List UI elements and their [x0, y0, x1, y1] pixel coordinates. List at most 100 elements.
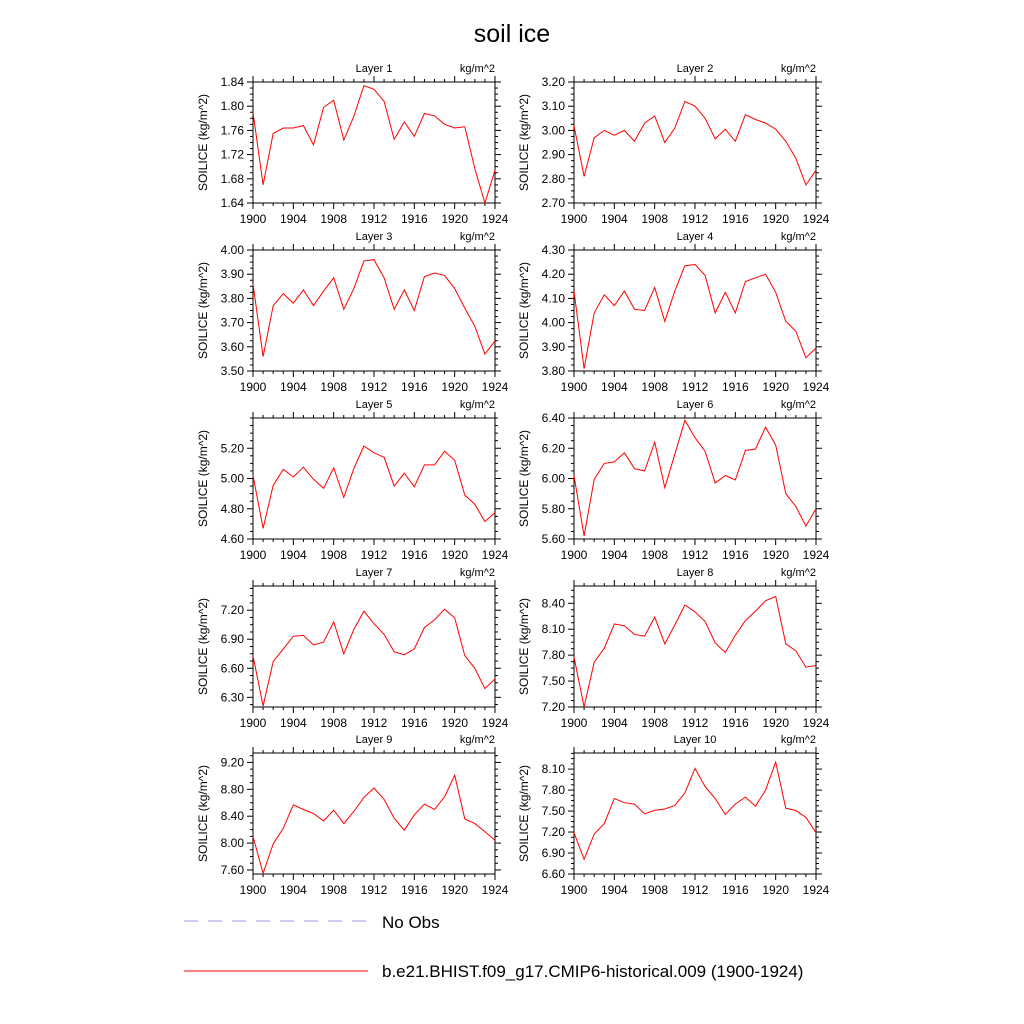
- x-tick-label: 1916: [401, 716, 428, 730]
- y-tick-label: 1.68: [221, 172, 245, 186]
- y-tick-label: 5.60: [542, 532, 566, 546]
- x-tick-label: 1912: [682, 883, 709, 897]
- x-tick-label: 1912: [682, 212, 709, 226]
- y-tick-label: 1.76: [221, 123, 245, 137]
- panel-units: kg/m^2: [781, 567, 816, 579]
- x-tick-label: 1924: [482, 883, 509, 897]
- series-line: [252, 259, 496, 357]
- y-tick-label: 5.00: [221, 472, 245, 486]
- plot-frame: [573, 585, 817, 708]
- x-tick-label: 1912: [361, 883, 388, 897]
- y-axis-label: SOILICE (kg/m^2): [517, 430, 531, 527]
- y-tick-label: 8.00: [221, 836, 245, 850]
- panel-title: Layer 3: [356, 231, 393, 243]
- panel-units: kg/m^2: [460, 567, 495, 579]
- y-tick-label: 7.20: [542, 700, 566, 714]
- panel-title: Layer 6: [677, 399, 714, 411]
- y-tick-label: 1.64: [221, 196, 245, 210]
- series-line: [252, 84, 496, 205]
- x-tick-label: 1916: [722, 716, 749, 730]
- y-tick-label: 8.10: [542, 622, 566, 636]
- panel-units: kg/m^2: [781, 63, 816, 75]
- x-tick-label: 1908: [641, 380, 668, 394]
- x-tick-label: 1912: [682, 548, 709, 562]
- legend: No Obs b.e21.BHIST.f09_g17.CMIP6-histori…: [184, 913, 803, 981]
- x-tick-label: 1904: [280, 380, 307, 394]
- x-tick-label: 1920: [762, 716, 789, 730]
- plot-frame: [573, 249, 817, 372]
- x-tick-label: 1916: [401, 380, 428, 394]
- y-tick-label: 8.10: [542, 762, 566, 776]
- y-tick-label: 4.00: [221, 243, 245, 257]
- panel-title: Layer 5: [356, 399, 393, 411]
- x-tick-label: 1916: [722, 212, 749, 226]
- y-tick-label: 7.20: [542, 825, 566, 839]
- y-tick-label: 7.50: [542, 674, 566, 688]
- y-axis-label: SOILICE (kg/m^2): [196, 262, 210, 359]
- x-tick-label: 1924: [803, 548, 830, 562]
- y-tick-label: 6.40: [542, 411, 566, 425]
- chart-panel-3: Layer 3 kg/m^2 SOILICE (kg/m^2) 1900 1904 190…: [196, 231, 509, 394]
- y-tick-label: 7.20: [221, 603, 245, 617]
- chart-panel-6: Layer 6 kg/m^2 SOILICE (kg/m^2) 1900 1904 190…: [517, 399, 830, 562]
- panel-title: Layer 9: [356, 734, 393, 746]
- y-tick-label: 4.80: [221, 502, 245, 516]
- y-tick-label: 6.20: [542, 441, 566, 455]
- y-tick-label: 3.60: [221, 340, 245, 354]
- chart-panel-2: Layer 2 kg/m^2 SOILICE (kg/m^2) 1900 1904 190…: [517, 63, 830, 226]
- panel-units: kg/m^2: [781, 231, 816, 243]
- x-tick-label: 1924: [803, 883, 830, 897]
- y-tick-label: 1.80: [221, 99, 245, 113]
- y-tick-label: 5.80: [542, 502, 566, 516]
- x-tick-label: 1920: [441, 548, 468, 562]
- y-tick-label: 3.70: [221, 316, 245, 330]
- y-tick-label: 4.00: [542, 316, 566, 330]
- x-tick-label: 1900: [561, 212, 588, 226]
- x-tick-label: 1900: [240, 548, 267, 562]
- x-tick-label: 1920: [441, 883, 468, 897]
- y-axis-label: SOILICE (kg/m^2): [517, 598, 531, 695]
- series-line: [252, 608, 496, 707]
- plot-frame: [252, 249, 496, 372]
- x-tick-label: 1916: [401, 212, 428, 226]
- y-tick-label: 6.60: [542, 867, 566, 881]
- x-tick-label: 1924: [482, 716, 509, 730]
- y-tick-label: 6.90: [542, 846, 566, 860]
- plot-frame: [252, 585, 496, 708]
- y-axis-label: SOILICE (kg/m^2): [517, 262, 531, 359]
- x-tick-label: 1904: [280, 883, 307, 897]
- x-tick-label: 1924: [803, 212, 830, 226]
- series-line: [252, 773, 496, 875]
- panel-units: kg/m^2: [781, 734, 816, 746]
- y-tick-label: 6.60: [221, 661, 245, 675]
- y-tick-label: 2.90: [542, 148, 566, 162]
- x-tick-label: 1924: [482, 380, 509, 394]
- x-tick-label: 1900: [240, 380, 267, 394]
- x-tick-label: 1904: [601, 883, 628, 897]
- chart-panel-10: Layer 10 kg/m^2 SOILICE (kg/m^2) 1900 1904 19…: [517, 734, 830, 897]
- y-tick-label: 6.30: [221, 690, 245, 704]
- x-tick-label: 1916: [722, 883, 749, 897]
- x-tick-label: 1912: [361, 548, 388, 562]
- y-axis-label: SOILICE (kg/m^2): [196, 94, 210, 191]
- series-line: [252, 445, 496, 529]
- series-line: [573, 263, 817, 369]
- x-tick-label: 1908: [320, 716, 347, 730]
- y-axis-label: SOILICE (kg/m^2): [517, 765, 531, 862]
- chart-panel-1: Layer 1 kg/m^2 SOILICE (kg/m^2) 1900 1904 190…: [196, 63, 509, 226]
- y-tick-label: 3.00: [542, 123, 566, 137]
- y-tick-label: 4.30: [542, 243, 566, 257]
- y-tick-label: 3.50: [221, 364, 245, 378]
- x-tick-label: 1900: [240, 883, 267, 897]
- panel-units: kg/m^2: [460, 231, 495, 243]
- x-tick-label: 1904: [280, 212, 307, 226]
- x-tick-label: 1920: [441, 212, 468, 226]
- panel-title: Layer 4: [677, 231, 714, 243]
- y-tick-label: 6.90: [221, 632, 245, 646]
- y-tick-label: 3.80: [542, 364, 566, 378]
- y-tick-label: 2.70: [542, 196, 566, 210]
- y-tick-label: 6.00: [542, 472, 566, 486]
- x-tick-label: 1912: [361, 212, 388, 226]
- figure-title: soil ice: [474, 20, 550, 48]
